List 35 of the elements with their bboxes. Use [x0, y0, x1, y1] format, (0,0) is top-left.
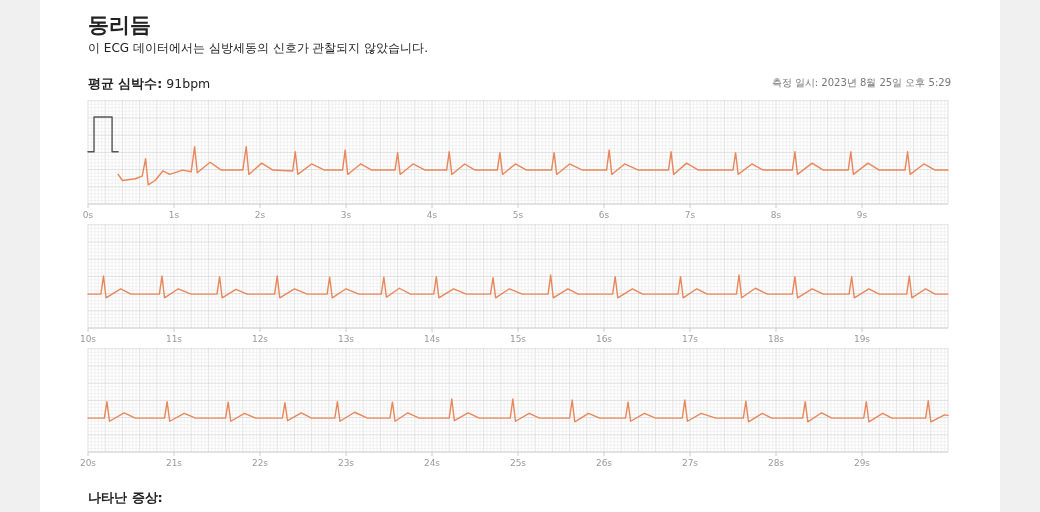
x-tick-label: 5s	[512, 210, 524, 220]
x-tick-label: 8s	[770, 210, 782, 220]
text: 측정 일시: 2023년 8월 25일 오후 5:29	[771, 77, 951, 88]
x-tick-label: 23s	[337, 458, 355, 468]
text: 나타난 증상:	[88, 490, 163, 505]
x-tick-label: 16s	[595, 334, 613, 344]
x-tick-label: 2s	[254, 210, 266, 220]
x-tick-label: 19s	[853, 334, 871, 344]
x-tick-label: 13s	[337, 334, 355, 344]
x-tick-label: 22s	[251, 458, 269, 468]
x-tick-label: 10s	[79, 334, 97, 344]
x-tick-label: 9s	[856, 210, 868, 220]
x-tick-label: 28s	[767, 458, 785, 468]
x-tick-label: 6s	[598, 210, 610, 220]
x-tick-label: 1s	[168, 210, 180, 220]
x-tick-label: 18s	[767, 334, 785, 344]
x-tick-label: 11s	[165, 334, 183, 344]
x-tick-label: 14s	[423, 334, 441, 344]
x-tick-label: 15s	[509, 334, 527, 344]
text: 평균 심박수: 91bpm	[88, 76, 211, 91]
x-tick-label: 3s	[340, 210, 352, 220]
x-tick-label: 27s	[681, 458, 699, 468]
x-tick-label: 7s	[684, 210, 696, 220]
chart-subtitle: 이 ECG 데이터에서는 심방세동의 신호가 관찰되지 않았습니다.	[88, 41, 428, 55]
x-tick-label: 29s	[853, 458, 871, 468]
x-tick-label: 26s	[595, 458, 613, 468]
x-tick-label: 25s	[509, 458, 527, 468]
x-tick-label: 17s	[681, 334, 699, 344]
x-tick-label: 4s	[426, 210, 438, 220]
x-tick-label: 20s	[79, 458, 97, 468]
x-tick-label: 12s	[251, 334, 269, 344]
x-tick-label: 0s	[82, 210, 94, 220]
x-tick-label: 21s	[165, 458, 183, 468]
x-tick-label: 24s	[423, 458, 441, 468]
chart-title: 동리듬	[88, 13, 151, 37]
